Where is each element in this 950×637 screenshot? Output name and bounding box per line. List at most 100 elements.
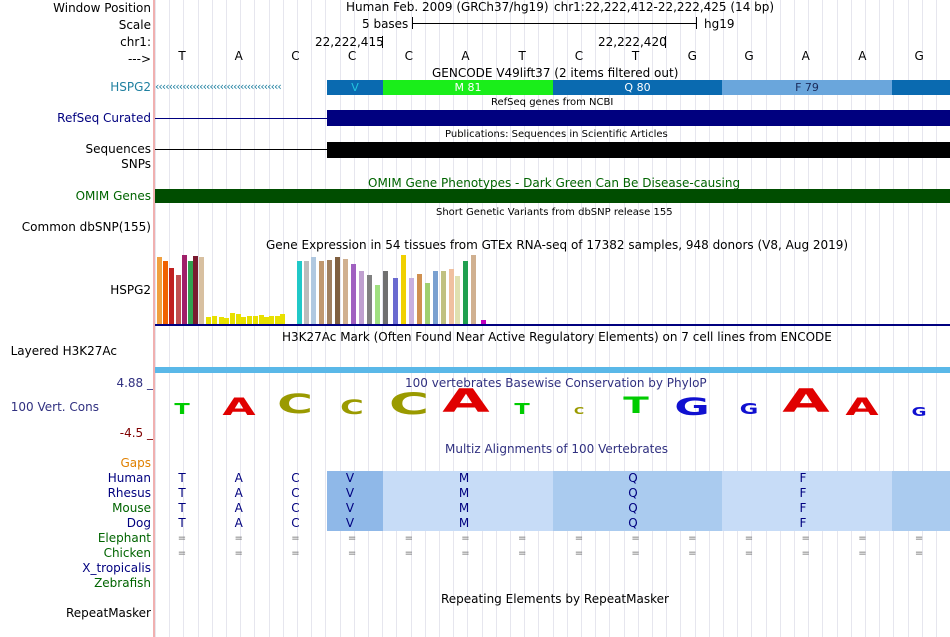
gtex-tissue-bar[interactable] xyxy=(199,257,204,324)
gtex-tissue-bar[interactable] xyxy=(471,255,476,324)
gtex-tissue-bar[interactable] xyxy=(433,271,438,324)
species-label[interactable]: Elephant xyxy=(97,531,151,545)
refseq-exon-block[interactable] xyxy=(327,110,950,126)
species-label[interactable]: Mouse xyxy=(112,501,151,515)
alignment-gap-marker: = xyxy=(574,548,584,559)
repeatmasker-track-label[interactable]: RepeatMasker xyxy=(65,606,151,620)
gtex-tissue-bar[interactable] xyxy=(393,278,398,324)
repeatmasker-title: Repeating Elements by RepeatMasker xyxy=(441,592,669,606)
vert-cons-track-label[interactable]: 100 Vert. Cons xyxy=(10,400,99,414)
gtex-tissue-bar[interactable] xyxy=(230,313,235,324)
gtex-tissue-bar[interactable] xyxy=(335,257,340,324)
publications-block[interactable] xyxy=(327,142,950,158)
gtex-tissue-bar[interactable] xyxy=(417,274,422,324)
alignment-gap-marker: = xyxy=(234,533,243,544)
species-label[interactable]: Human xyxy=(107,471,151,485)
gtex-tissue-bar[interactable] xyxy=(259,315,264,324)
gtex-tissue-bar[interactable] xyxy=(163,261,168,324)
alignment-gap-marker: = xyxy=(858,533,867,544)
gridline xyxy=(439,0,440,637)
gtex-tissue-bar[interactable] xyxy=(481,320,486,324)
gtex-tissue-bar[interactable] xyxy=(375,285,380,324)
conservation-base: A xyxy=(441,384,490,421)
aligned-amino-acid: M xyxy=(458,501,470,515)
chr-label[interactable]: chr1: xyxy=(120,35,151,49)
gtex-tissue-bar[interactable] xyxy=(169,268,174,324)
gtex-tissue-bar[interactable] xyxy=(236,314,241,324)
gtex-tissue-bar[interactable] xyxy=(182,255,187,324)
gridline xyxy=(666,0,667,637)
species-label[interactable]: Chicken xyxy=(103,546,151,560)
gtex-tissue-bar[interactable] xyxy=(401,255,406,324)
hspg2-track-label[interactable]: HSPG2 xyxy=(110,80,151,94)
gtex-tissue-bar[interactable] xyxy=(311,257,316,324)
gtex-tissue-bar[interactable] xyxy=(319,261,324,324)
gtex-tissue-bar[interactable] xyxy=(269,316,274,324)
gtex-track-label[interactable]: HSPG2 xyxy=(110,283,151,297)
gencode-codon-segment[interactable]: Q 80 xyxy=(553,80,722,95)
gtex-tissue-bar[interactable] xyxy=(275,316,280,324)
gtex-tissue-bar[interactable] xyxy=(343,259,348,324)
alignment-gap-marker: = xyxy=(347,533,357,544)
alignment-gap-marker: = xyxy=(404,533,413,544)
aligned-base: C xyxy=(291,501,300,515)
scale-label[interactable]: Scale xyxy=(118,18,151,32)
gencode-codon-segment[interactable]: F 79 xyxy=(722,80,892,95)
snps-track-label[interactable]: SNPs xyxy=(121,157,151,171)
gtex-tissue-bar[interactable] xyxy=(304,261,309,324)
gtex-tissue-bar[interactable] xyxy=(425,283,430,324)
gtex-tissue-bar[interactable] xyxy=(219,317,224,324)
species-label[interactable]: X_tropicalis xyxy=(82,561,151,575)
gtex-tissue-bar[interactable] xyxy=(224,318,229,324)
gtex-tissue-bar[interactable] xyxy=(383,271,388,324)
gtex-tissue-bar[interactable] xyxy=(327,260,332,324)
gtex-tissue-bar[interactable] xyxy=(176,275,181,324)
gtex-tissue-bar[interactable] xyxy=(188,261,193,324)
omim-track-label[interactable]: OMIM Genes xyxy=(75,189,151,203)
gencode-codon-segment[interactable]: V xyxy=(327,80,383,95)
gencode-codon-segment[interactable]: M 81 xyxy=(383,80,553,95)
aligned-base: C xyxy=(291,486,300,500)
gtex-tissue-bar[interactable] xyxy=(253,316,258,324)
gtex-tissue-bar[interactable] xyxy=(455,276,460,324)
sequences-track-label[interactable]: Sequences xyxy=(85,142,151,156)
gtex-tissue-bar[interactable] xyxy=(463,261,468,324)
gaps-label[interactable]: Gaps xyxy=(120,456,151,470)
gtex-tissue-bar[interactable] xyxy=(359,271,364,324)
gridline xyxy=(624,0,625,637)
h3k27ac-signal[interactable] xyxy=(155,367,950,373)
assembly-text: Human Feb. 2009 (GRCh37/hg19) xyxy=(346,0,549,14)
gtex-tissue-bar[interactable] xyxy=(351,264,356,324)
gtex-tissue-bar[interactable] xyxy=(367,275,372,324)
gtex-tissue-bar[interactable] xyxy=(206,317,211,324)
browser-track-area[interactable]: Human Feb. 2009 (GRCh37/hg19) chr1:22,22… xyxy=(155,0,950,637)
species-label[interactable]: Zebrafish xyxy=(94,576,151,590)
gtex-tissue-bar[interactable] xyxy=(212,316,217,324)
omim-block[interactable] xyxy=(155,189,950,203)
gtex-tissue-bar[interactable] xyxy=(241,317,246,324)
gtex-tissue-bar[interactable] xyxy=(247,316,252,324)
conservation-base: T xyxy=(174,401,190,419)
window-position-label[interactable]: Window Position xyxy=(53,1,151,15)
alignment-gap-marker: = xyxy=(631,548,640,559)
alignment-gap-marker: = xyxy=(914,533,924,544)
h3k27ac-track-label[interactable]: Layered H3K27Ac xyxy=(10,344,117,358)
gtex-tissue-bar[interactable] xyxy=(157,257,162,324)
refseq-track-label[interactable]: RefSeq Curated xyxy=(57,111,151,125)
gtex-tissue-bar[interactable] xyxy=(264,317,269,324)
alignment-gap-marker: = xyxy=(347,548,357,559)
dbsnp-track-label[interactable]: Common dbSNP(155) xyxy=(21,220,151,234)
gtex-tissue-bar[interactable] xyxy=(441,271,446,324)
gtex-tissue-bar[interactable] xyxy=(297,261,302,324)
gtex-tissue-bar[interactable] xyxy=(409,278,414,324)
gtex-tissue-bar[interactable] xyxy=(449,269,454,324)
gtex-bar-chart[interactable] xyxy=(155,253,950,327)
aligned-amino-acid: F xyxy=(799,486,807,500)
species-label[interactable]: Dog xyxy=(126,516,151,530)
gtex-tissue-bar[interactable] xyxy=(280,314,285,324)
strand-arrow-label[interactable]: ---> xyxy=(127,52,151,66)
species-label[interactable]: Rhesus xyxy=(107,486,151,500)
gencode-codon-segment[interactable] xyxy=(892,80,950,95)
scale-bar-label: 5 bases xyxy=(362,17,409,31)
gtex-tissue-bar[interactable] xyxy=(193,256,198,324)
